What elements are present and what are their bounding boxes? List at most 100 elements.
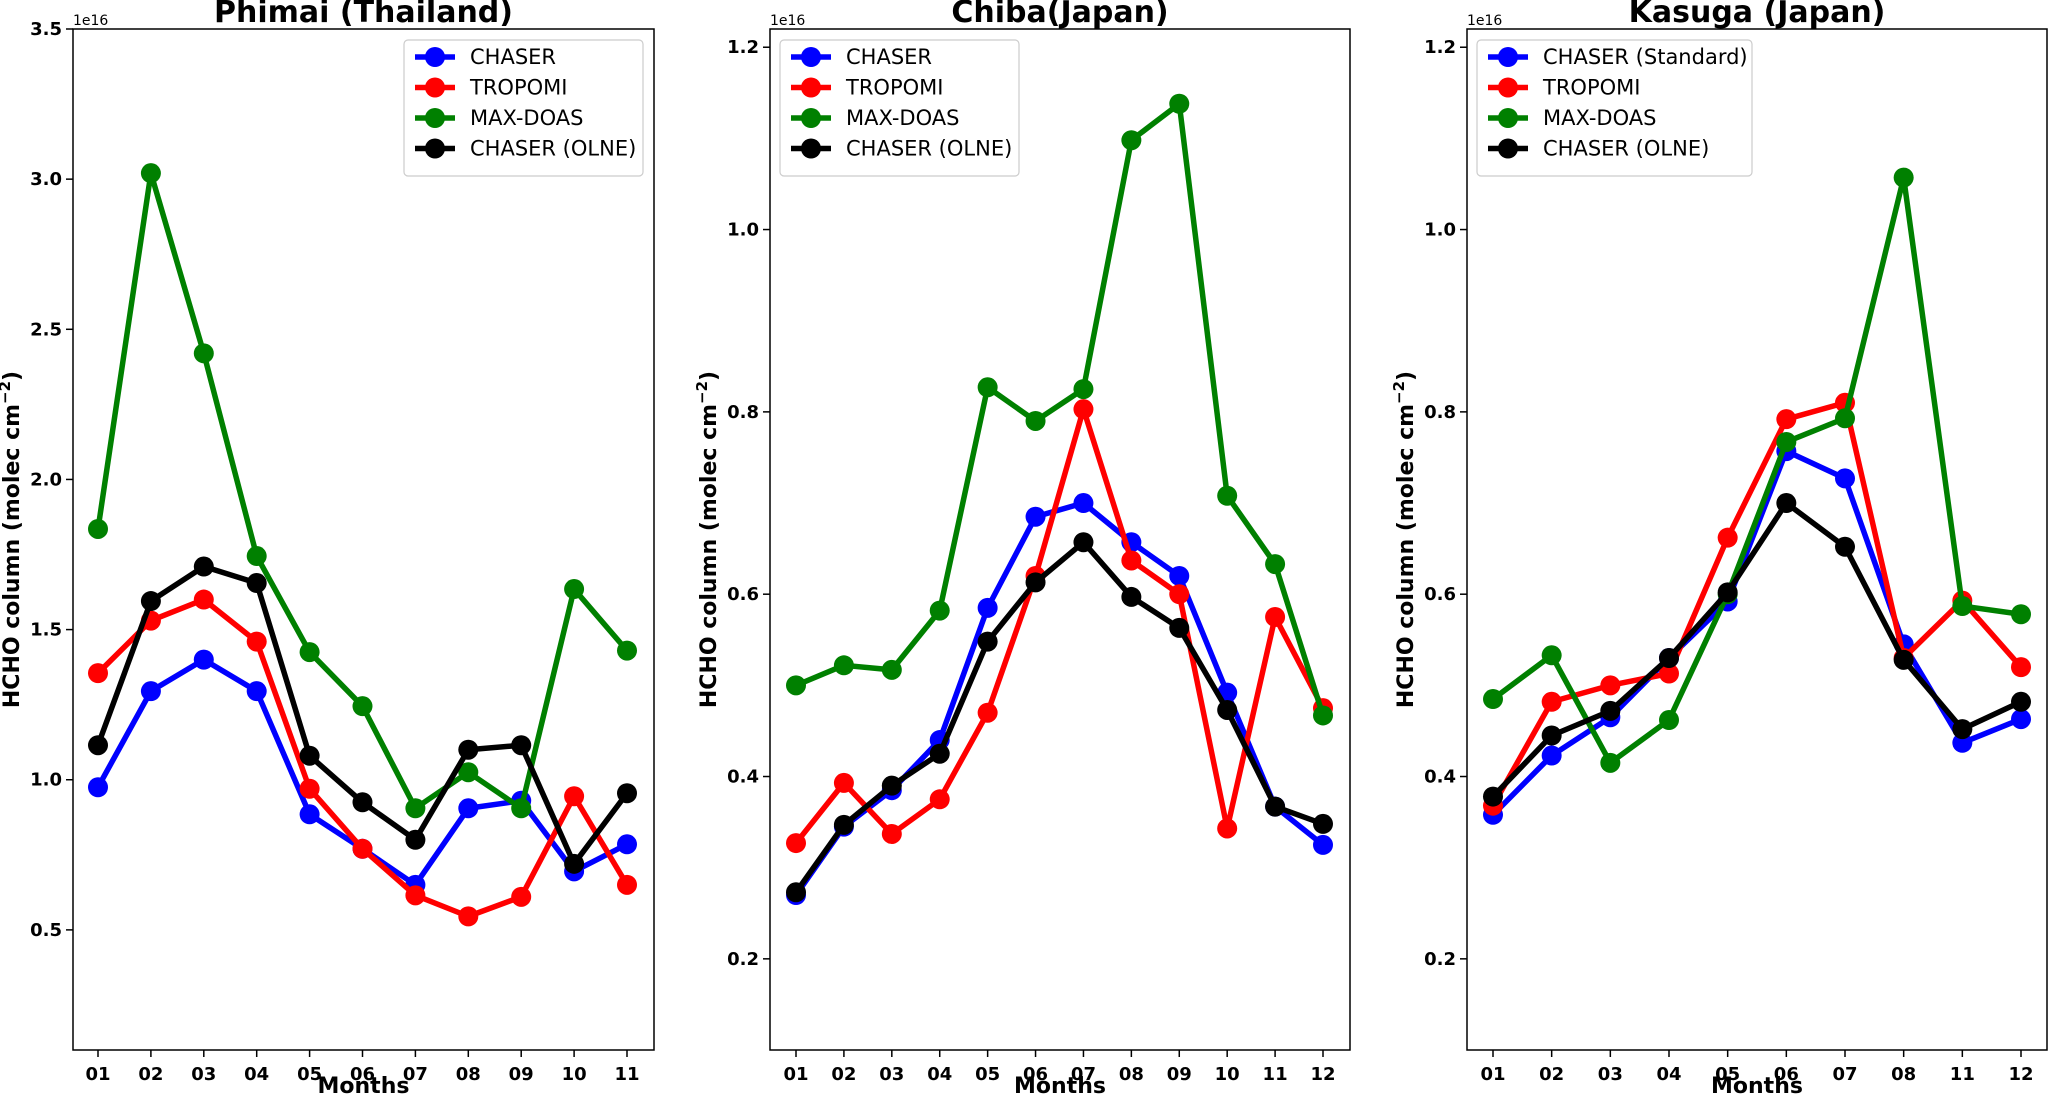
data-point bbox=[299, 642, 320, 663]
data-point bbox=[2011, 604, 2031, 625]
data-point bbox=[1659, 663, 1679, 684]
data-point bbox=[929, 600, 950, 621]
x-tick-label: 04 bbox=[927, 1064, 952, 1085]
axis-offset-text: 1e16 bbox=[73, 13, 108, 29]
data-point bbox=[458, 739, 479, 760]
data-point bbox=[1776, 409, 1797, 430]
plot-frame bbox=[1466, 28, 2048, 1051]
data-point bbox=[564, 786, 585, 807]
data-point bbox=[786, 833, 806, 854]
data-point bbox=[1025, 506, 1046, 527]
data-point bbox=[1717, 582, 1738, 603]
y-tick-label: 1.5 bbox=[30, 620, 62, 641]
legend-marker bbox=[1498, 138, 1518, 159]
x-tick-label: 04 bbox=[244, 1064, 269, 1085]
data-point bbox=[1893, 167, 1914, 188]
data-point bbox=[1600, 675, 1621, 696]
legend: CHASER TROPOMI MAX-DOAS CHASER (OLNE) bbox=[779, 39, 1020, 177]
data-point bbox=[140, 681, 161, 702]
data-point bbox=[1073, 493, 1094, 514]
y-tick-label: 2.5 bbox=[30, 319, 62, 340]
legend-label: TROPOMI bbox=[845, 76, 943, 100]
data-point bbox=[88, 777, 108, 798]
data-point bbox=[1313, 813, 1333, 834]
x-tick-label: 03 bbox=[191, 1064, 216, 1085]
y-axis-label-main: HCHO column (molec cm bbox=[697, 404, 722, 708]
legend-marker bbox=[425, 138, 445, 159]
x-tick-label: 11 bbox=[614, 1064, 639, 1085]
x-tick-label: 10 bbox=[562, 1064, 587, 1085]
legend-marker bbox=[425, 108, 445, 128]
data-point bbox=[1483, 786, 1503, 807]
data-point bbox=[977, 597, 998, 618]
legend-label: CHASER bbox=[470, 45, 556, 69]
data-point bbox=[1835, 468, 1855, 489]
data-point bbox=[617, 640, 637, 661]
y-tick-label: 2.0 bbox=[30, 469, 62, 490]
data-point bbox=[405, 798, 426, 819]
data-point bbox=[617, 874, 637, 895]
data-point bbox=[1541, 745, 1562, 766]
data-point bbox=[1169, 584, 1190, 605]
x-axis-label: Months bbox=[1711, 1074, 1803, 1099]
data-point bbox=[88, 735, 108, 756]
data-point bbox=[299, 804, 320, 825]
y-axis-label-exponent: −2 bbox=[1390, 381, 1408, 404]
data-point bbox=[1952, 596, 1973, 617]
legend-label: CHASER (OLNE) bbox=[846, 137, 1012, 161]
y-axis-label-main: HCHO column (molec cm bbox=[1394, 404, 1419, 708]
data-point bbox=[511, 886, 532, 907]
x-tick-label: 11 bbox=[1950, 1064, 1975, 1085]
x-tick-label: 06 bbox=[1774, 1064, 1799, 1085]
data-point bbox=[1169, 617, 1190, 638]
y-tick-label: 3.5 bbox=[30, 19, 62, 40]
data-point bbox=[246, 573, 267, 594]
x-tick-label: 01 bbox=[1480, 1064, 1505, 1085]
data-point bbox=[1121, 586, 1142, 607]
y-tick-label: 1.0 bbox=[727, 220, 759, 241]
y-axis-label-exponent: −2 bbox=[693, 381, 711, 404]
data-point bbox=[1265, 796, 1286, 817]
data-point bbox=[1717, 527, 1738, 548]
x-tick-label: 07 bbox=[1071, 1064, 1096, 1085]
legend-marker bbox=[801, 77, 821, 98]
data-point bbox=[1121, 550, 1142, 571]
data-point bbox=[1659, 709, 1679, 730]
data-point bbox=[929, 789, 950, 810]
x-tick-label: 08 bbox=[456, 1064, 481, 1085]
data-point bbox=[1169, 93, 1190, 114]
series-line-chaser-olne- bbox=[1490, 500, 2024, 800]
x-tick-label: 09 bbox=[509, 1064, 534, 1085]
data-point bbox=[140, 591, 161, 612]
y-tick-label: 0.6 bbox=[727, 584, 759, 605]
data-point bbox=[1776, 431, 1797, 452]
data-point bbox=[193, 589, 214, 610]
data-point bbox=[977, 377, 998, 398]
legend-label: MAX-DOAS bbox=[470, 106, 583, 130]
plot-frame bbox=[769, 28, 1351, 1051]
data-point bbox=[1073, 379, 1094, 400]
y-tick-label: 1.2 bbox=[1424, 37, 1456, 58]
data-point bbox=[1073, 532, 1094, 553]
x-tick-label: 12 bbox=[1310, 1064, 1335, 1085]
y-tick-label: 0.8 bbox=[727, 402, 759, 423]
chart-title: Kasuga (Japan) bbox=[1629, 0, 1886, 30]
data-point bbox=[1893, 649, 1914, 670]
data-point bbox=[88, 518, 108, 539]
data-point bbox=[140, 163, 161, 184]
data-point bbox=[617, 783, 637, 804]
legend-marker bbox=[1498, 77, 1518, 98]
data-point bbox=[1217, 485, 1238, 506]
y-axis-label-main: HCHO column (molec cm bbox=[0, 404, 25, 708]
data-point bbox=[193, 556, 214, 577]
data-point bbox=[929, 743, 950, 764]
x-tick-label: 02 bbox=[138, 1064, 163, 1085]
legend-marker bbox=[425, 77, 445, 98]
x-tick-label: 03 bbox=[879, 1064, 904, 1085]
data-point bbox=[1776, 493, 1797, 514]
y-axis-label-close: ) bbox=[697, 371, 722, 381]
x-tick-label: 02 bbox=[1539, 1064, 1564, 1085]
data-point bbox=[246, 631, 267, 652]
y-tick-label: 3.0 bbox=[30, 169, 62, 190]
x-tick-label: 01 bbox=[85, 1064, 110, 1085]
